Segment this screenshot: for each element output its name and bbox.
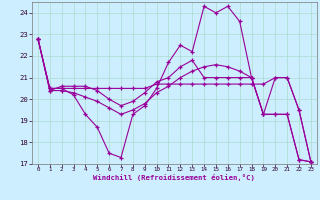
X-axis label: Windchill (Refroidissement éolien,°C): Windchill (Refroidissement éolien,°C): [93, 174, 255, 181]
